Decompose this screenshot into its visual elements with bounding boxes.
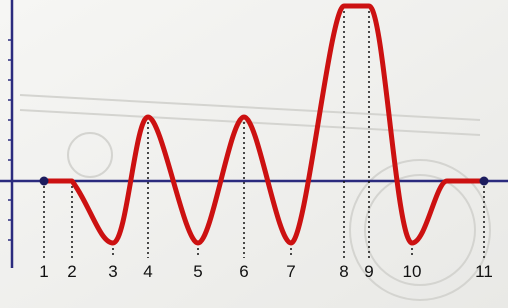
point-label: 4 [143,262,152,281]
page: 1 2 3 4 5 6 7 8 9 10 11 (() => { const d… [0,0,508,308]
start-point [40,177,49,186]
point-label: 8 [339,262,348,281]
point-label: 11 [475,262,493,281]
point-label: 7 [286,262,295,281]
end-point [480,177,489,186]
point-label: 3 [108,262,117,281]
point-label: 2 [67,262,76,281]
point-label: 6 [239,262,248,281]
point-label: 9 [364,262,373,281]
point-label: 1 [39,262,48,281]
point-label: 10 [403,262,422,281]
waveform-diagram: 1 2 3 4 5 6 7 8 9 10 11 [0,0,508,308]
point-label: 5 [193,262,202,281]
